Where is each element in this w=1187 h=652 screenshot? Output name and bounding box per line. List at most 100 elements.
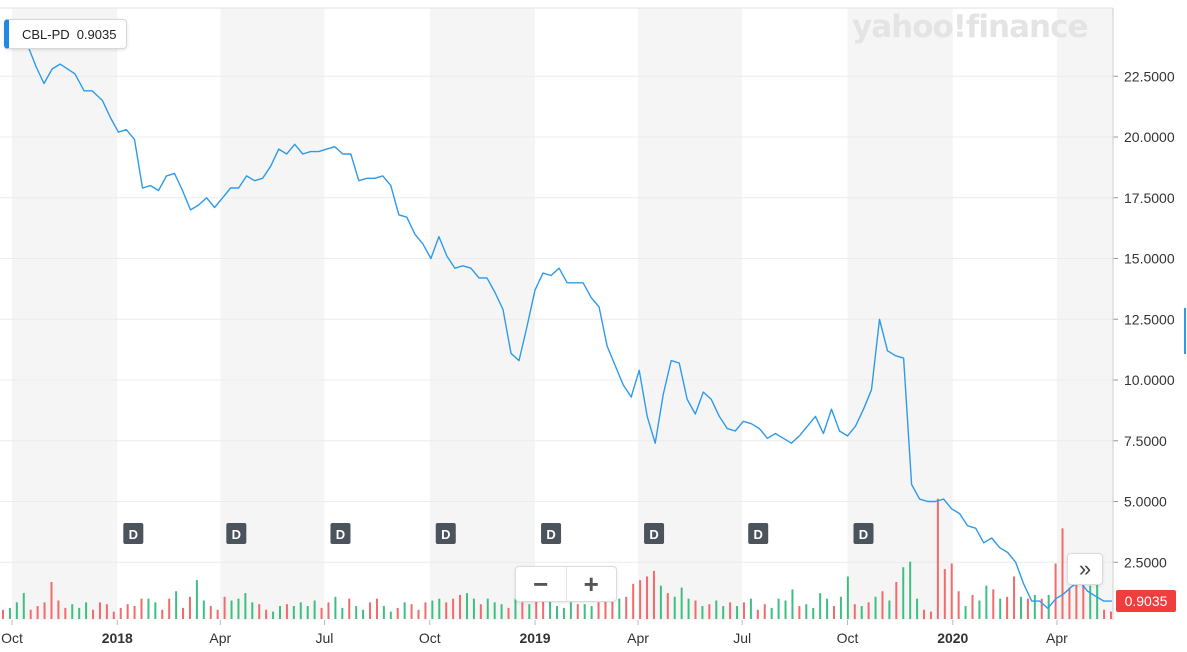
- x-tick-label: Oct: [1, 630, 23, 646]
- quarter-band: [429, 8, 536, 620]
- x-tick-label: Jul: [315, 630, 333, 646]
- volume-bar: [1013, 576, 1016, 619]
- ticker-value: 0.9035: [76, 26, 117, 42]
- volume-bar: [846, 576, 849, 619]
- volume-bar: [576, 604, 579, 619]
- y-tick-label: 10.0000: [1124, 372, 1175, 388]
- volume-bar: [659, 585, 662, 619]
- volume-bar: [784, 600, 787, 619]
- zoom-in-button[interactable]: +: [565, 567, 617, 601]
- volume-bar: [98, 602, 101, 619]
- volume-bar: [389, 611, 392, 619]
- dividend-badge: [330, 523, 351, 544]
- volume-bar: [112, 611, 115, 619]
- volume-bar: [556, 606, 558, 619]
- volume-bar: [341, 607, 344, 619]
- dividend-label: D: [232, 527, 241, 542]
- volume-bar: [230, 600, 233, 619]
- volume-bar: [1068, 587, 1071, 619]
- volume-bar: [798, 606, 801, 619]
- volume-bar: [147, 598, 150, 619]
- y-tick-label: 2.5000: [1124, 554, 1167, 570]
- volume-bar: [369, 602, 372, 619]
- volume-bar: [410, 604, 413, 619]
- volume-bars: [2, 498, 1112, 619]
- dividend-marker: D: [435, 523, 456, 544]
- volume-bar: [272, 611, 275, 619]
- volume-bar: [15, 602, 18, 619]
- volume-bar: [265, 609, 268, 619]
- volume-bar: [1033, 594, 1036, 619]
- volume-bar: [1006, 596, 1009, 619]
- volume-bar: [999, 598, 1002, 619]
- y-tick-label: 7.5000: [1124, 433, 1167, 449]
- volume-bar: [652, 570, 655, 619]
- volume-bar: [791, 589, 794, 619]
- quarter-band: [220, 8, 325, 620]
- volume-bar: [583, 604, 586, 619]
- volume-bar: [417, 609, 420, 619]
- volume-bar: [1103, 609, 1106, 619]
- volume-bar: [562, 607, 565, 619]
- grid-lines: [0, 7, 1113, 563]
- x-tick-label: Oct: [837, 630, 859, 646]
- volume-bar: [708, 604, 711, 619]
- volume-bar: [258, 604, 261, 619]
- volume-bar: [1019, 596, 1022, 619]
- volume-bar: [355, 606, 358, 619]
- x-tick-label: Apr: [1046, 630, 1068, 646]
- zoom-out-button[interactable]: −: [533, 568, 549, 599]
- volume-bar: [881, 591, 884, 619]
- volume-bar: [1026, 598, 1029, 619]
- volume-bar: [916, 598, 919, 619]
- volume-bar: [569, 602, 572, 619]
- zoom-controls: − +: [515, 566, 617, 602]
- volume-bar: [57, 600, 60, 619]
- ticker-symbol: CBL-PD: [22, 26, 70, 42]
- volume-bar: [535, 591, 538, 619]
- volume-bar: [216, 609, 219, 619]
- y-tick-label: 22.5000: [1124, 68, 1175, 84]
- volume-bar: [320, 607, 323, 619]
- volume-bar: [632, 583, 635, 619]
- volume-bar: [604, 600, 607, 619]
- volume-bar: [874, 596, 877, 619]
- volume-bar: [514, 598, 517, 619]
- volume-bar: [950, 563, 953, 619]
- y-axis: 2.5000 5.0000 7.5000 10.0000 12.5000 15.0000 1…: [1112, 8, 1175, 620]
- volume-bar: [694, 600, 697, 619]
- dividend-badge: [644, 523, 665, 544]
- volume-bar: [2, 609, 4, 619]
- volume-bar: [618, 598, 621, 619]
- volume-bar: [22, 593, 25, 619]
- volume-bar: [195, 580, 198, 619]
- ticker-legend[interactable]: CBL-PD 0.9035: [4, 19, 128, 49]
- volume-bar: [625, 596, 628, 619]
- x-tick-label: 2019: [519, 630, 550, 646]
- x-tick-label: Jul: [733, 630, 751, 646]
- dividend-marker: D: [226, 523, 247, 544]
- volume-bar: [1054, 563, 1057, 619]
- expand-chevron-icon[interactable]: »: [1067, 553, 1103, 585]
- volume-bar: [839, 596, 842, 619]
- volume-bar: [597, 602, 600, 619]
- volume-bar: [382, 606, 385, 619]
- volume-bar: [853, 604, 856, 619]
- dividend-marker: D: [541, 523, 562, 544]
- dividend-marker: D: [748, 523, 769, 544]
- dividend-badge: [748, 523, 769, 544]
- volume-bar: [209, 606, 212, 619]
- month-bands: [12, 8, 1113, 620]
- dividend-label: D: [546, 527, 555, 542]
- dividend-marker: D: [853, 523, 874, 544]
- volume-bar: [375, 598, 378, 619]
- volume-bar: [64, 607, 67, 619]
- volume-bar: [680, 587, 683, 619]
- yahoo-finance-watermark: yahoo!finance: [852, 9, 1088, 45]
- volume-bar: [736, 606, 739, 619]
- volume-bar: [140, 598, 143, 619]
- volume-bar: [313, 600, 316, 619]
- volume-bar: [472, 598, 475, 619]
- dividend-badge: [435, 523, 456, 544]
